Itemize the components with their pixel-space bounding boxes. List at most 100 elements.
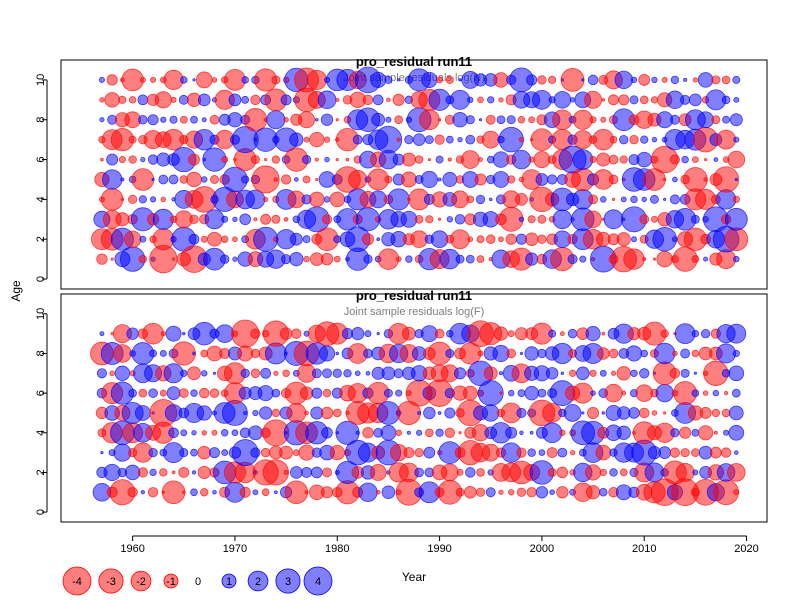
residual-bubble xyxy=(507,175,516,184)
residual-bubble xyxy=(638,74,651,86)
residual-bubble xyxy=(460,150,480,169)
panel-2-title: pro_residual run11 xyxy=(356,288,472,303)
residual-bubble xyxy=(186,171,202,188)
residual-bubble xyxy=(703,256,709,262)
residual-bubble xyxy=(732,75,741,84)
residual-bubble xyxy=(568,369,577,377)
residual-bubble xyxy=(168,174,179,185)
residual-bubble xyxy=(492,171,510,188)
residual-bubble xyxy=(377,248,400,270)
residual-bubble xyxy=(303,136,310,143)
residual-bubble xyxy=(465,134,476,145)
residual-bubble xyxy=(481,130,500,149)
residual-bubble xyxy=(608,348,619,359)
residual-bubble xyxy=(600,196,607,203)
residual-bubble xyxy=(649,194,659,204)
residual-bubble xyxy=(731,388,741,398)
residual-bubble xyxy=(311,387,323,399)
residual-bubble xyxy=(310,466,323,479)
residual-bubble xyxy=(689,93,702,107)
residual-bubble xyxy=(362,427,374,439)
residual-bubble xyxy=(381,485,396,500)
residual-bubble xyxy=(651,215,658,223)
residual-bubble xyxy=(680,368,690,378)
residual-bubble xyxy=(179,448,189,458)
residual-bubble xyxy=(106,153,119,166)
residual-bubble xyxy=(139,76,146,83)
panel-1-points xyxy=(91,66,749,274)
residual-bubble xyxy=(115,212,130,227)
residual-bubble xyxy=(147,487,159,498)
residual-bubble xyxy=(241,76,249,84)
residual-bubble xyxy=(475,194,486,205)
residual-bubble xyxy=(273,370,279,376)
residual-bubble xyxy=(273,490,278,495)
residual-bubble xyxy=(292,449,300,457)
y-tick-label: 10 xyxy=(35,74,47,86)
residual-bubble xyxy=(652,257,657,261)
residual-bubble xyxy=(445,135,454,144)
legend-bubble xyxy=(62,566,92,596)
residual-bubble xyxy=(221,156,229,164)
residual-bubble xyxy=(587,406,600,419)
residual-bubble xyxy=(283,117,289,123)
residual-bubble xyxy=(692,469,699,476)
residual-bubble xyxy=(508,489,515,496)
residual-bubble xyxy=(690,214,700,224)
residual-bubble xyxy=(608,94,619,106)
x-tick-label: 1990 xyxy=(427,543,451,555)
residual-bubble xyxy=(650,96,659,104)
residual-bubble xyxy=(138,195,147,204)
residual-bubble xyxy=(516,487,527,497)
residual-bubble xyxy=(548,329,557,338)
residual-bubble xyxy=(535,486,549,499)
residual-bubble xyxy=(619,134,629,145)
residual-bubble xyxy=(179,76,188,84)
panel-1-frame xyxy=(60,59,768,290)
residual-bubble xyxy=(150,76,157,83)
residual-bubble xyxy=(599,488,608,497)
residual-bubble xyxy=(140,490,145,495)
residual-bubble xyxy=(691,448,700,457)
residual-bubble xyxy=(704,157,708,162)
residual-bubble xyxy=(680,348,691,359)
legend-bubble xyxy=(221,573,237,589)
residual-bubble xyxy=(159,468,168,477)
residual-bubble xyxy=(171,341,196,366)
residual-bubble xyxy=(351,327,365,341)
residual-bubble xyxy=(273,177,279,182)
residual-bubble xyxy=(380,424,397,441)
residual-bubble xyxy=(733,489,740,496)
residual-bubble xyxy=(191,470,197,475)
residual-bubble xyxy=(397,78,401,82)
residual-bubble xyxy=(329,444,345,461)
residual-bubble xyxy=(507,330,515,338)
residual-bubble xyxy=(547,467,557,477)
residual-bubble xyxy=(137,94,149,106)
y-tick-label: 4 xyxy=(35,430,47,436)
residual-bubble xyxy=(457,136,463,143)
residual-bubble xyxy=(302,175,311,184)
residual-bubble xyxy=(653,342,676,365)
residual-bubble xyxy=(387,188,410,211)
residual-bubble xyxy=(231,429,239,437)
residual-bubble xyxy=(442,172,458,187)
residual-bubble xyxy=(374,125,403,154)
residual-bubble xyxy=(670,75,680,85)
residual-bubble xyxy=(625,345,643,362)
x-tick-label: 2020 xyxy=(734,543,758,555)
residual-bubble xyxy=(519,351,524,356)
residual-bubble xyxy=(315,177,319,182)
legend-bubble xyxy=(98,568,124,594)
residual-bubble xyxy=(651,76,658,84)
residual-bubble xyxy=(600,116,607,123)
residual-bubble xyxy=(726,323,747,344)
residual-bubble xyxy=(114,365,131,381)
residual-bubble xyxy=(323,196,331,203)
residual-bubble xyxy=(608,154,619,165)
residual-bubble xyxy=(702,390,709,396)
residual-bubble xyxy=(314,157,319,162)
residual-bubble xyxy=(250,348,261,359)
residual-bubble xyxy=(208,447,220,459)
residual-bubble xyxy=(546,447,558,459)
